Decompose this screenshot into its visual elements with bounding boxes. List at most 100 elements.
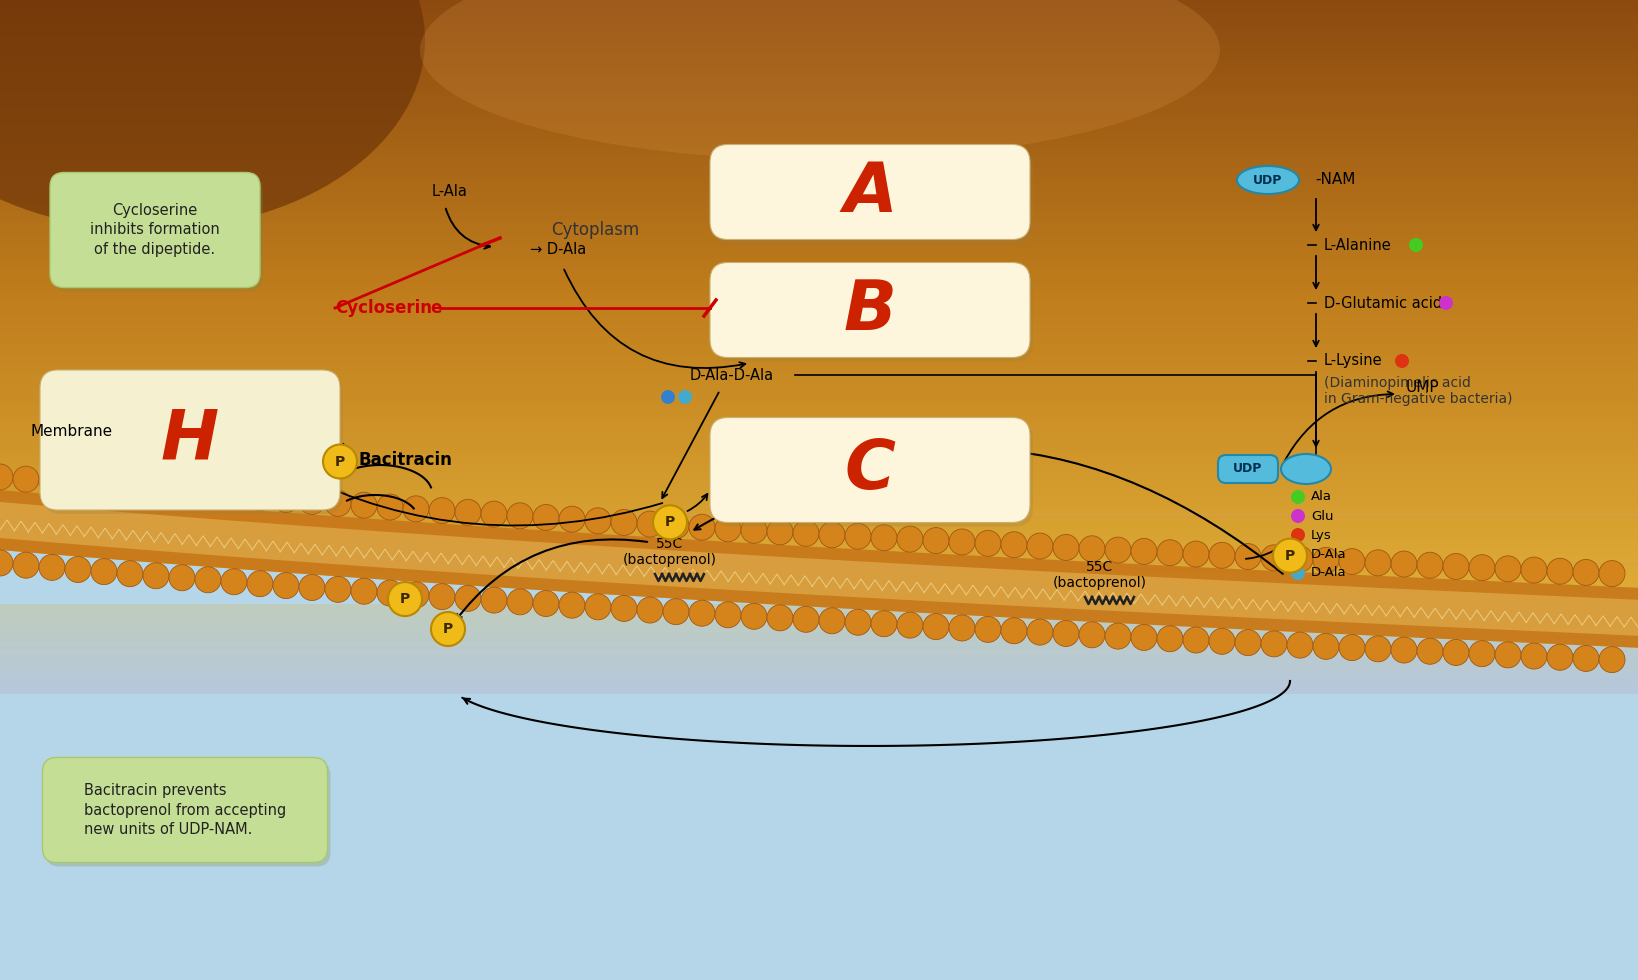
Circle shape [922,613,948,640]
Bar [0,12,1638,15]
Bar [0,676,1638,678]
FancyBboxPatch shape [46,761,331,866]
Bar [0,257,1638,260]
Bar [0,621,1638,622]
Bar [0,657,1638,659]
Bar [0,675,1638,676]
Bar [0,296,1638,299]
Bar [0,321,1638,323]
Circle shape [819,608,845,634]
Text: D-Glutamic acid: D-Glutamic acid [1324,296,1441,311]
Bar [0,397,1638,400]
Circle shape [1001,532,1027,558]
Bar [0,730,1638,733]
Bar [0,333,1638,335]
Text: 55C
(bactoprenol): 55C (bactoprenol) [1053,560,1147,590]
Bar [0,304,1638,306]
Circle shape [66,557,92,582]
Bar [0,933,1638,936]
Circle shape [351,492,377,518]
Bar [0,431,1638,433]
Bar [0,198,1638,201]
Circle shape [1291,547,1305,561]
Bar [0,882,1638,884]
Bar [0,100,1638,103]
Bar [0,88,1638,91]
Bar [0,419,1638,421]
Circle shape [1440,296,1453,310]
Bar [0,524,1638,526]
Bar [0,637,1638,639]
Circle shape [1417,638,1443,664]
Circle shape [845,610,871,635]
Bar [0,708,1638,710]
Bar [0,159,1638,162]
Bar [0,902,1638,904]
Bar [0,466,1638,468]
Bar [0,909,1638,911]
Bar [0,919,1638,921]
Bar [0,678,1638,679]
Bar [0,727,1638,730]
Bar [0,75,1638,78]
Circle shape [429,498,455,523]
Bar [0,967,1638,970]
Bar [0,456,1638,459]
Bar [0,67,1638,69]
Bar [0,147,1638,150]
Bar [0,774,1638,776]
Bar [0,421,1638,423]
Bar [0,142,1638,144]
Bar [0,286,1638,289]
Bar [0,167,1638,169]
Bar [0,338,1638,340]
Bar [0,363,1638,365]
Circle shape [1469,641,1495,666]
Circle shape [663,599,690,624]
Bar [0,343,1638,346]
Bar [0,568,1638,570]
Circle shape [1156,626,1183,652]
Bar [0,201,1638,204]
Bar [0,230,1638,232]
Bar [0,5,1638,8]
Bar [0,399,1638,402]
FancyBboxPatch shape [709,417,1030,522]
Circle shape [1027,533,1053,560]
Circle shape [195,481,221,507]
Bar [0,676,1638,678]
Text: Membrane: Membrane [31,424,113,439]
FancyBboxPatch shape [709,263,1030,358]
Text: D-Ala: D-Ala [1310,566,1346,579]
Circle shape [300,488,324,514]
Bar [0,492,1638,495]
Bar [0,191,1638,193]
Bar [0,757,1638,760]
Bar [0,605,1638,608]
Bar [0,291,1638,294]
Text: → D-Ala: → D-Ala [531,242,586,258]
Bar [0,664,1638,666]
Bar [0,299,1638,302]
Bar [0,740,1638,743]
Bar [0,972,1638,975]
Bar [0,637,1638,639]
Bar [0,725,1638,727]
Bar [0,402,1638,404]
Bar [0,619,1638,621]
Bar [0,139,1638,142]
Bar [0,624,1638,625]
Bar [0,475,1638,478]
Circle shape [1495,642,1522,667]
Bar [0,662,1638,664]
Bar [0,632,1638,635]
Circle shape [1409,238,1423,252]
Bar [0,372,1638,374]
Circle shape [143,476,169,503]
Bar [0,630,1638,631]
Bar [0,590,1638,593]
Bar [0,289,1638,291]
Circle shape [388,582,423,616]
Bar [0,193,1638,196]
Bar [0,578,1638,580]
